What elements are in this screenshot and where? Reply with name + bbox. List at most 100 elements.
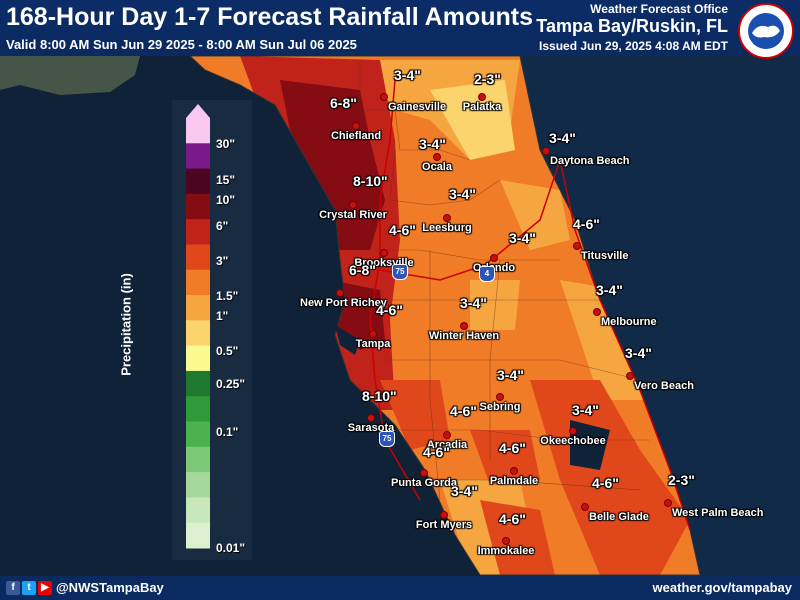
city-label: Crystal River <box>319 209 387 221</box>
city-label: Fort Myers <box>415 519 473 531</box>
facebook-icon[interactable]: f <box>6 581 20 595</box>
city-label: Sarasota <box>347 422 395 434</box>
city-marker <box>443 214 451 222</box>
issued-time: Issued Jun 29, 2025 4:08 AM EDT <box>539 39 728 53</box>
rainfall-amount-label: 3-4" <box>549 130 576 146</box>
tampa-bay-water <box>335 325 360 355</box>
youtube-icon[interactable]: ▶ <box>38 581 52 595</box>
social-icons: f t ▶ <box>6 581 52 595</box>
map-title: 168-Hour Day 1-7 Forecast Rainfall Amoun… <box>6 3 533 31</box>
city-label: Titusville <box>581 250 629 262</box>
city-marker <box>352 122 360 130</box>
colorbar <box>172 100 252 560</box>
rainfall-amount-label: 3-4" <box>509 230 536 246</box>
colorbar-swatch <box>186 219 210 245</box>
city-marker <box>478 93 486 101</box>
city-label: Tampa <box>355 338 391 350</box>
nws-logo[interactable] <box>738 3 794 59</box>
colorbar-swatch <box>186 295 210 321</box>
city-marker <box>440 511 448 519</box>
city-label: Chiefland <box>330 130 382 142</box>
rainfall-amount-label: 4-6" <box>592 475 619 491</box>
city-marker <box>420 469 428 477</box>
rainfall-amount-label: 3-4" <box>460 295 487 311</box>
city-label: Melbourne <box>601 316 657 328</box>
social-handle[interactable]: @NWSTampaBay <box>56 580 164 595</box>
city-marker <box>581 503 589 511</box>
header-bar: 168-Hour Day 1-7 Forecast Rainfall Amoun… <box>0 0 800 59</box>
city-label: Okeechobee <box>540 435 606 447</box>
city-label: Sebring <box>479 401 521 413</box>
city-label: Palatka <box>462 101 502 113</box>
city-marker <box>664 499 672 507</box>
colorbar-swatch <box>186 244 210 271</box>
colorbar-swatch <box>186 472 210 498</box>
colorbar-tick-label: 0.5" <box>216 344 239 358</box>
colorbar-tick-label: 30" <box>216 137 236 151</box>
rainfall-amount-label: 3-4" <box>419 136 446 152</box>
colorbar-tick-label: 1.5" <box>216 289 239 303</box>
city-marker <box>510 467 518 475</box>
colorbar-swatch <box>186 497 210 524</box>
city-label: Daytona Beach <box>550 155 630 167</box>
highway-lines <box>369 79 691 531</box>
rainfall-amount-label: 8-10" <box>362 388 397 404</box>
rainfall-amount-label: 6-8" <box>330 95 357 111</box>
city-label: Arcadia <box>426 439 468 451</box>
colorbar-tick-label: 3" <box>216 254 229 268</box>
city-marker <box>573 242 581 250</box>
colorbar-swatch <box>186 522 210 549</box>
city-marker <box>593 308 601 316</box>
rainfall-amount-label: 3-4" <box>572 402 599 418</box>
rainfall-amount-label: 4-6" <box>499 511 526 527</box>
city-label: Vero Beach <box>634 380 694 392</box>
colorbar-tick-label: 0.25" <box>216 377 246 391</box>
city-label: Leesburg <box>422 222 472 234</box>
colorbar-tick-label: 1" <box>216 309 229 323</box>
colorbar-swatch <box>186 370 210 397</box>
colorbar-tick-label: 15" <box>216 173 236 187</box>
city-marker <box>490 254 498 262</box>
interstate-shield: 75 <box>392 264 408 280</box>
city-marker <box>349 201 357 209</box>
rainfall-amount-label: 3-4" <box>449 186 476 202</box>
twitter-icon[interactable]: t <box>22 581 36 595</box>
city-marker <box>380 93 388 101</box>
website-link[interactable]: weather.gov/tampabay <box>652 580 792 595</box>
city-label: Immokalee <box>477 545 535 557</box>
rainfall-amount-label: 6-8" <box>349 262 376 278</box>
city-label: Gainesville <box>388 101 447 113</box>
city-label: Ocala <box>422 161 452 173</box>
colorbar-swatch <box>186 118 210 144</box>
rainfall-amount-label: 8-10" <box>353 173 388 189</box>
city-marker <box>433 153 441 161</box>
city-label: Palmdale <box>489 475 539 487</box>
rainfall-amount-label: 2-3" <box>474 71 501 87</box>
city-marker <box>542 147 550 155</box>
city-marker <box>443 431 451 439</box>
rainfall-amount-label: 3-4" <box>625 345 652 361</box>
city-label: New Port Richey <box>300 297 387 309</box>
city-marker <box>336 289 344 297</box>
office-name: Tampa Bay/Ruskin, FL <box>536 16 728 36</box>
colorbar-swatch <box>186 320 210 347</box>
city-marker <box>460 322 468 330</box>
rainfall-amount-label: 3-4" <box>596 282 623 298</box>
city-label: West Palm Beach <box>672 507 764 519</box>
city-marker <box>502 537 510 545</box>
colorbar-swatch <box>186 193 210 220</box>
city-marker <box>369 330 377 338</box>
rainfall-amount-label: 4-6" <box>389 222 416 238</box>
city-marker <box>569 427 577 435</box>
valid-period: Valid 8:00 AM Sun Jun 29 2025 - 8:00 AM … <box>6 37 357 52</box>
colorbar-tick-label: 6" <box>216 219 229 233</box>
colorbar-swatch <box>186 396 210 423</box>
city-marker <box>367 414 375 422</box>
colorbar-swatch <box>186 345 210 372</box>
rainfall-amount-label: 4-6" <box>499 440 526 456</box>
footer-bar: f t ▶ @NWSTampaBay weather.gov/tampabay <box>0 576 800 600</box>
colorbar-tick-label: 0.1" <box>216 425 239 439</box>
city-label: Punta Gorda <box>390 477 457 489</box>
